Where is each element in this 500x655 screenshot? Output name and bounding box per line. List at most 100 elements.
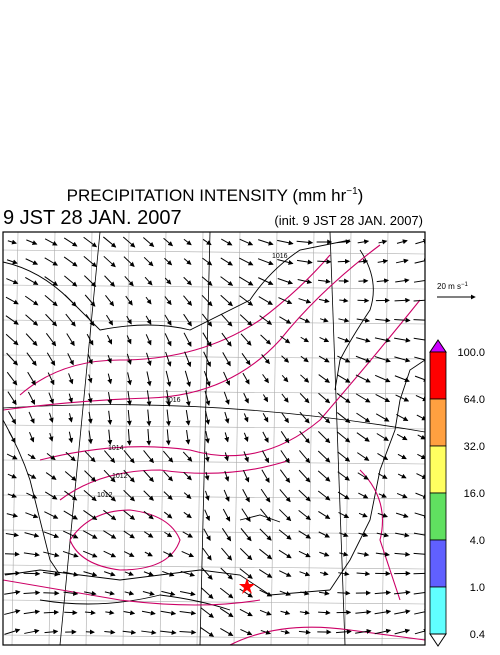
wind-arrow [183, 532, 193, 537]
wind-arrow [300, 572, 310, 576]
wind-arrow [300, 612, 309, 614]
wind-arrow [202, 277, 212, 286]
wind-arrow [244, 451, 248, 461]
wind-arrow [24, 631, 38, 634]
wind-arrow [65, 295, 76, 306]
wind-arrow [27, 353, 36, 366]
wind-arrow [24, 611, 39, 613]
valid-time: 9 JST 28 JAN. 2007 [3, 207, 182, 229]
wind-arrow [414, 338, 430, 340]
wind-vectors [4, 237, 429, 636]
wind-arrow [125, 572, 133, 575]
wind-arrow [279, 530, 291, 540]
wind-arrow [144, 470, 154, 481]
wind-arrow [184, 333, 191, 346]
wind-arrow [336, 631, 351, 632]
wind-arrow [394, 592, 410, 594]
wind-arrow [104, 551, 116, 557]
wind-arrow [379, 241, 387, 243]
wind-arrow [319, 375, 330, 383]
wind-arrow [44, 612, 58, 613]
wind-arrow [240, 629, 251, 634]
init-time: (init. 9 JST 28 JAN. 2007) [274, 213, 423, 228]
wind-arrow [358, 300, 369, 301]
wind-arrow [103, 237, 115, 247]
wind-arrow [28, 372, 36, 385]
wind-arrow [5, 554, 19, 555]
wind-arrow [108, 392, 110, 404]
wind-arrow [319, 299, 329, 301]
wind-arrow [279, 317, 290, 324]
wind-arrow [299, 531, 311, 538]
wind-arrow [180, 612, 196, 614]
colorbar-under [430, 634, 446, 646]
wind-arrow [69, 373, 73, 383]
title-exponent: −1 [346, 186, 358, 197]
wind-arrow [375, 357, 390, 362]
wind-arrow [278, 298, 291, 304]
title: PRECIPITATION INTENSITY (mm hr−1) [67, 186, 364, 205]
wind-arrow [25, 277, 37, 284]
wind-arrow [414, 300, 430, 301]
wind-arrow [206, 431, 208, 443]
wind-arrow [46, 473, 56, 480]
wind-arrow [86, 314, 94, 325]
wind-arrow [83, 510, 96, 519]
wind-arrow [84, 471, 95, 482]
wind-arrow [355, 612, 370, 614]
wind-arrow [357, 573, 370, 574]
wind-arrow [378, 261, 388, 263]
wind-arrow [395, 553, 410, 554]
wind-arrow [7, 454, 17, 459]
wind-arrow [220, 588, 233, 598]
wind-arrow [417, 454, 425, 458]
wind-arrow [166, 371, 170, 386]
wind-arrow [69, 413, 71, 422]
wind-arrow [414, 592, 430, 594]
wind-arrow [358, 493, 367, 498]
wind-arrow [358, 241, 369, 243]
wind-arrow [397, 434, 407, 439]
wind-arrow [358, 553, 369, 555]
wind-arrow [318, 471, 330, 481]
wind-arrow [223, 352, 231, 365]
wind-arrow [24, 593, 40, 594]
wind-arrow [45, 258, 58, 265]
wind-arrow [239, 277, 253, 285]
grid-line [3, 285, 425, 289]
wind-arrow [319, 552, 328, 555]
wind-arrow [282, 356, 289, 362]
wind-legend-text: 20 m s [437, 282, 461, 291]
wind-arrow [376, 414, 389, 421]
wind-legend: 20 m s−1 [437, 282, 469, 291]
colorbar-segment [430, 446, 446, 493]
wind-arrow [318, 511, 329, 518]
wind-arrow [415, 376, 428, 381]
wind-arrow [105, 612, 113, 613]
wind-arrow [263, 432, 268, 442]
wind-arrow [142, 611, 155, 613]
wind-arrow [46, 333, 55, 345]
wind-arrow [396, 414, 407, 420]
wind-arrow [205, 491, 208, 500]
grid-line [3, 635, 425, 639]
title-close: ) [358, 186, 364, 205]
wind-arrow [280, 470, 289, 483]
wind-arrow [396, 513, 408, 517]
wind-arrow [204, 371, 209, 386]
wind-arrow [244, 393, 249, 403]
wind-arrow [165, 333, 171, 345]
colorbar-over [430, 340, 446, 352]
wind-arrow [124, 612, 135, 614]
wind-arrow [183, 452, 191, 461]
colorbar-label: 1.0 [470, 582, 485, 594]
wind-arrow [338, 337, 349, 341]
isobar-label: 1014 [108, 445, 124, 452]
wind-arrow [337, 593, 349, 594]
wind-arrow [318, 451, 329, 462]
wind-arrow [299, 470, 310, 482]
wind-arrow [7, 260, 17, 263]
wind-arrow [221, 258, 232, 265]
wind-arrow [357, 433, 369, 442]
wind-arrow [242, 353, 250, 364]
